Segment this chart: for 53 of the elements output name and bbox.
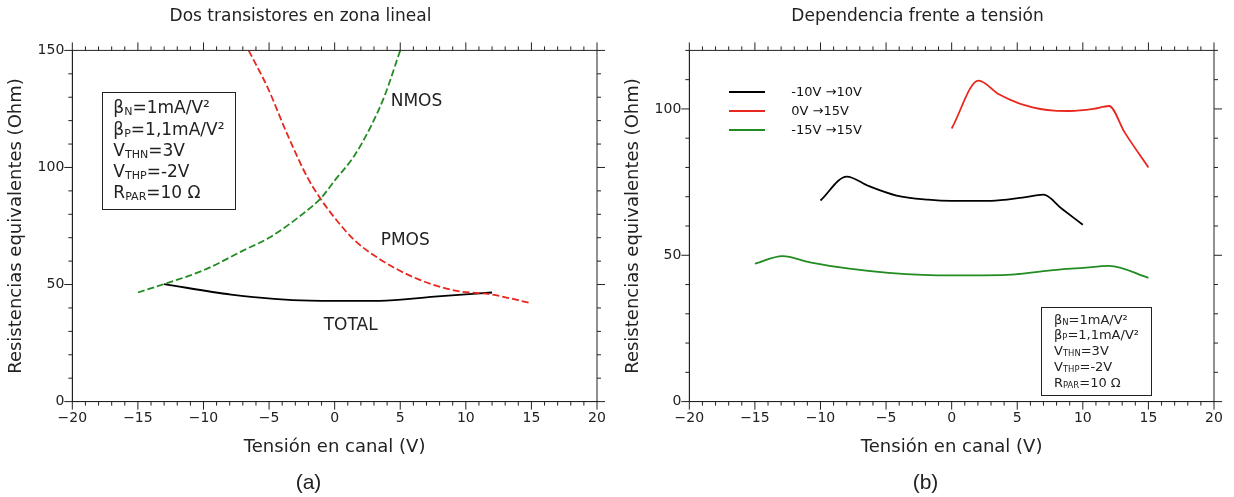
x-tick-label: −10 xyxy=(805,408,836,425)
x-tick-label: 20 xyxy=(1205,408,1223,425)
x-tick-label: 5 xyxy=(395,408,405,425)
line-series xyxy=(163,283,493,302)
x-tick-label: −10 xyxy=(188,408,219,425)
annotation: V$_{THN}$=3V xyxy=(1054,343,1110,360)
x-tick-label: 0 xyxy=(330,408,340,425)
x-tick-label: −20 xyxy=(674,408,705,425)
annotation: β$_{N}$=1mA/V² xyxy=(113,97,211,119)
chart-title: Dos transistores en zona lineal xyxy=(169,4,432,25)
x-tick-label: −5 xyxy=(258,408,280,425)
x-tick-label: 5 xyxy=(1012,408,1022,425)
annotation: β$_{P}$=1,1mA/V² xyxy=(1054,327,1139,344)
x-tick-label: −5 xyxy=(875,408,897,425)
line-series xyxy=(754,255,1150,279)
x-tick-label: −15 xyxy=(123,408,153,425)
y-tick-label: 50 xyxy=(46,275,65,292)
legend-label: -15V →15V xyxy=(791,122,862,138)
legend-label: -10V →10V xyxy=(791,84,862,100)
x-tick-label: 15 xyxy=(1139,408,1158,425)
chart-title: Dependencia frente a tensión xyxy=(791,4,1044,25)
annotation: V$_{THN}$=3V xyxy=(113,139,186,161)
x-tick-label: 20 xyxy=(588,408,606,425)
line-series xyxy=(819,175,1084,226)
y-axis-title: Resistencias equivalentes (Ohm) xyxy=(4,78,26,374)
x-tick-label: 10 xyxy=(1073,408,1092,425)
annotation: β$_{P}$=1,1mA/V² xyxy=(113,118,225,140)
y-axis-title: Resistencias equivalentes (Ohm) xyxy=(621,78,643,374)
line-series xyxy=(950,79,1150,169)
x-tick-label: 15 xyxy=(522,408,541,425)
y-tick-label: 50 xyxy=(663,245,682,262)
annotation: V$_{THP}$=-2V xyxy=(1054,359,1114,376)
x-tick-label: −15 xyxy=(740,408,770,425)
annotation: β$_{N}$=1mA/V² xyxy=(1054,311,1129,328)
x-axis-title: Tensión en canal (V) xyxy=(859,434,1043,456)
annotation: R$_{PAR}$=10 Ω xyxy=(113,181,202,204)
y-tick-label: 150 xyxy=(37,41,65,58)
series-label: NMOS xyxy=(390,90,443,111)
x-tick-label: 0 xyxy=(947,408,957,425)
text: (b) xyxy=(911,470,940,494)
series-label: TOTAL xyxy=(323,313,378,334)
x-tick-label: −20 xyxy=(57,408,88,425)
text: (a) xyxy=(294,470,323,494)
series-label: PMOS xyxy=(380,228,430,249)
x-tick-label: 10 xyxy=(456,408,475,425)
y-tick-label: 100 xyxy=(654,99,682,116)
annotation: R$_{PAR}$=10 Ω xyxy=(1054,375,1122,391)
annotation: V$_{THP}$=-2V xyxy=(113,160,191,182)
y-tick-label: 100 xyxy=(37,158,65,175)
y-tick-label: 0 xyxy=(55,392,65,409)
legend-label: 0V →15V xyxy=(791,103,849,119)
x-axis-title: Tensión en canal (V) xyxy=(242,434,426,456)
y-tick-label: 0 xyxy=(672,392,682,409)
